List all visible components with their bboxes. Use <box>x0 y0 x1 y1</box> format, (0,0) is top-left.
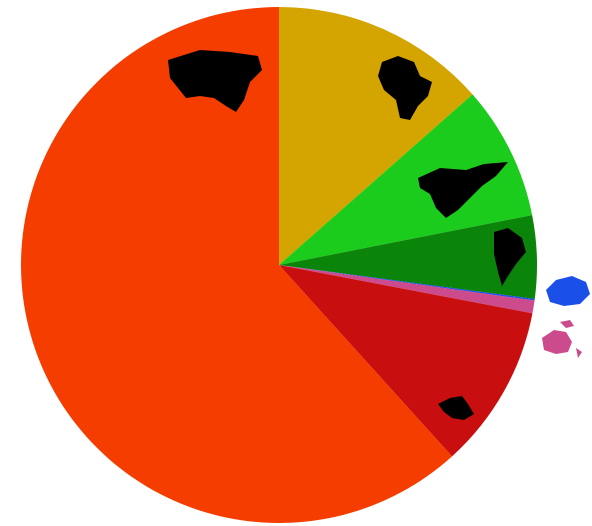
pie-slice <box>21 7 453 523</box>
europe-icon <box>438 396 474 420</box>
continent-icons <box>168 50 590 420</box>
pie-slice <box>279 94 533 266</box>
asia-icon <box>168 50 262 112</box>
antarctica-icon <box>546 276 590 306</box>
oceania-icon <box>542 320 582 358</box>
africa-icon <box>378 56 432 120</box>
pie-slice <box>279 7 473 265</box>
pie-slice <box>279 265 535 301</box>
pie-slice <box>279 265 535 314</box>
pie-slice <box>279 215 537 299</box>
south-america-icon <box>494 228 526 286</box>
north-america-icon <box>418 162 508 218</box>
pie <box>21 7 537 523</box>
